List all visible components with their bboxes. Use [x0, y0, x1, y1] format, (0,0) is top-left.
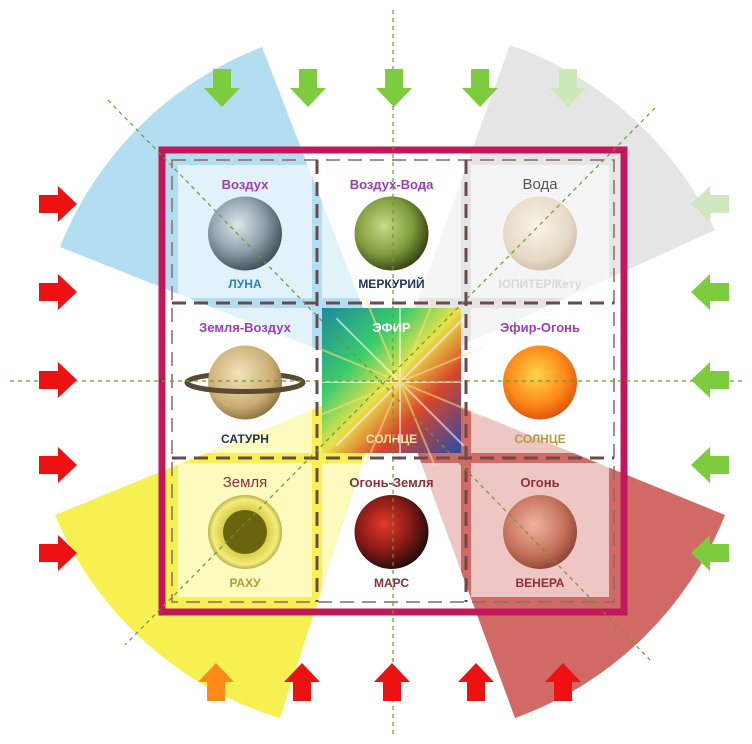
planet-name: МАРС — [374, 576, 409, 590]
directional-arrows — [39, 69, 729, 701]
cell-title: Воздух — [222, 177, 269, 192]
arrow-up-icon — [545, 663, 581, 701]
cell-earth-air: Земля-Воздух САТУРН — [184, 320, 306, 446]
arrow-up-icon — [374, 663, 410, 701]
cell-title: Огонь — [520, 475, 559, 490]
sun-icon — [503, 345, 577, 420]
arrow-up-icon — [458, 663, 494, 701]
planet-name: ЛУНА — [228, 277, 262, 291]
arrow-down-icon — [290, 69, 326, 107]
arrow-right-icon — [39, 186, 77, 222]
cell-air: Воздух ЛУНА — [208, 177, 282, 291]
arrow-left-icon — [691, 447, 729, 483]
venus-icon — [503, 495, 577, 569]
planet-name: СОЛНЦЕ — [514, 432, 565, 446]
guide-diagonal-1 — [107, 99, 651, 661]
ether-ray — [399, 346, 484, 383]
arrow-down-icon — [376, 69, 412, 107]
ether-ray — [399, 298, 436, 383]
ether-ray — [399, 317, 465, 383]
arrow-down-icon — [462, 69, 498, 107]
cell-title: Земля-Воздух — [199, 320, 291, 335]
ether-ray — [335, 317, 401, 383]
jupiter-icon — [503, 196, 577, 271]
planet-name: САТУРН — [221, 432, 269, 446]
planet-name: СОЛНЦЕ — [366, 432, 417, 446]
guide-lines — [10, 10, 745, 735]
cell-ether: ЭФИР СОЛНЦЕ — [366, 320, 417, 446]
arrow-down-icon — [204, 69, 240, 107]
guide-diagonal-2 — [124, 107, 656, 646]
mars-icon — [354, 495, 429, 569]
cell-ether-fire: Эфир-Огонь СОЛНЦЕ — [500, 320, 580, 446]
cell-title: Земля — [223, 474, 268, 491]
ether-ray — [364, 298, 401, 383]
ether-ray — [399, 381, 484, 418]
planet-name: МЕРКУРИЙ — [358, 276, 424, 291]
saturn-ring-front — [184, 381, 306, 394]
arrow-down-icon — [550, 69, 586, 107]
ether-ray — [399, 381, 465, 447]
cell-title: ЭФИР — [372, 320, 411, 335]
planet-name: ЮПИТЕР/Кету — [499, 277, 582, 291]
arrow-left-icon — [691, 186, 729, 222]
arrow-left-icon — [691, 362, 729, 398]
planet-name: РАХУ — [229, 576, 261, 590]
arrow-left-icon — [691, 535, 729, 571]
cell-contents: Воздух ЛУНА Воздух-Вода МЕРКУРИЙ Вода ЮПИТЕР/… — [184, 176, 582, 590]
mercury-icon — [354, 196, 429, 271]
arrow-up-icon — [198, 663, 234, 701]
arrow-right-icon — [39, 535, 77, 571]
cell-water: Вода ЮПИТЕР/Кету — [499, 176, 582, 291]
moon-icon — [208, 196, 282, 271]
planet-name: ВЕНЕРА — [516, 576, 565, 590]
ether-ray — [399, 381, 436, 466]
arrow-up-icon — [284, 663, 320, 701]
arrow-right-icon — [39, 274, 77, 310]
cell-fire: Огонь ВЕНЕРА — [503, 475, 577, 590]
saturn-icon — [208, 345, 282, 420]
cell-earth: Земля РАХУ — [208, 474, 282, 590]
cell-title: Воздух-Вода — [350, 177, 434, 192]
cell-fire-earth: Огонь-Земля МАРС — [349, 475, 433, 590]
ether-ray — [316, 346, 401, 383]
ether-ray — [335, 381, 401, 447]
cell-title: Эфир-Огонь — [500, 320, 580, 335]
cell-title: Огонь-Земля — [349, 475, 433, 490]
arrow-left-icon — [691, 274, 729, 310]
cell-title: Вода — [522, 176, 558, 193]
arrow-right-icon — [39, 362, 77, 398]
rahu-core — [223, 510, 267, 554]
cell-air-water: Воздух-Вода МЕРКУРИЙ — [350, 177, 434, 291]
arrow-right-icon — [39, 447, 77, 483]
